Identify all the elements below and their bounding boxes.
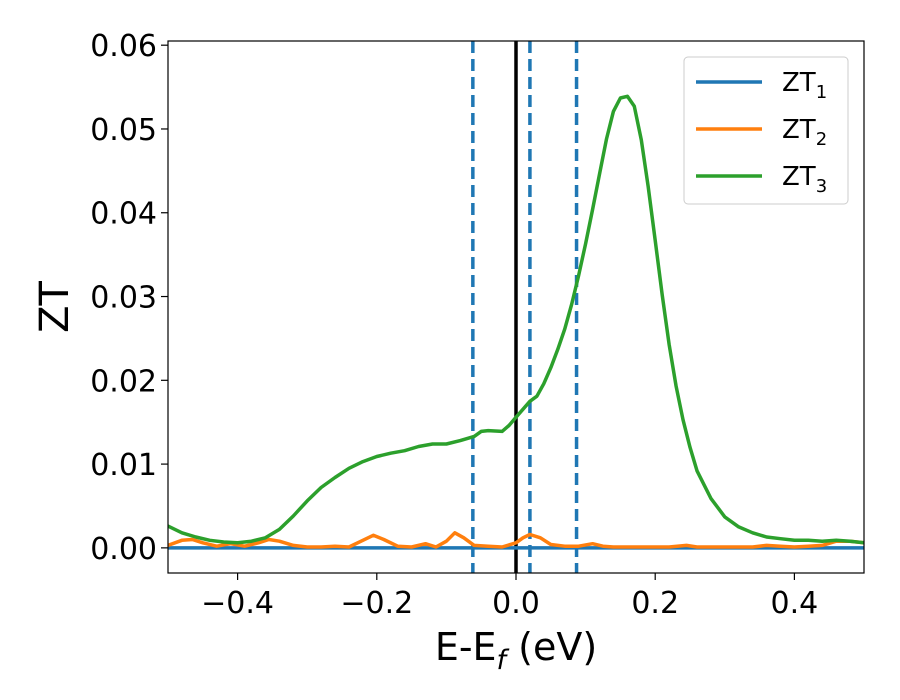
y-tick-label: 0.02 [90,364,157,399]
y-tick-label: 0.01 [90,448,157,483]
x-tick-label: −0.2 [340,586,413,621]
legend-box [683,56,849,205]
y-tick-label: 0.04 [90,197,157,232]
y-tick-label: 0.06 [90,29,157,64]
y-tick-label: 0.03 [90,281,157,316]
y-tick-label: 0.00 [90,532,157,567]
y-axis-title: ZT [32,281,78,333]
legend: ZT1 ZT2 ZT3 [683,56,849,205]
legend-label-zt2: ZT2 [782,115,827,150]
legend-label-zt1: ZT1 [782,68,827,103]
y-tick-label: 0.05 [90,113,157,148]
series-line-zt2 [168,531,864,549]
x-axis-title: E-Ef (eV) [435,625,597,676]
x-tick-label: 0.2 [631,586,679,621]
x-tick-label: −0.4 [201,586,274,621]
y-axis: 0.00 0.01 0.02 0.03 0.04 0.05 0.06 [90,29,168,567]
legend-label-zt3: ZT3 [782,162,827,197]
reference-lines [471,41,579,573]
series-line-zt3 [168,94,864,545]
series-lines [168,94,864,550]
x-axis: −0.4 −0.2 0.0 0.2 0.4 [201,573,818,621]
x-tick-label: 0.4 [771,586,819,621]
x-tick-label: 0.0 [492,586,540,621]
